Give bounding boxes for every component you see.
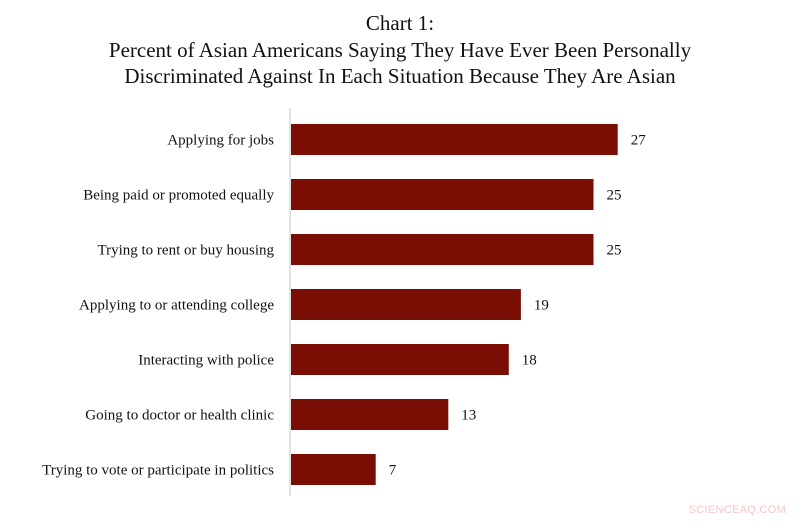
data-label: 19 (534, 298, 549, 314)
category-label: Going to doctor or health clinic (85, 408, 274, 424)
bar (291, 454, 376, 485)
category-label: Being paid or promoted equally (83, 188, 274, 204)
bar (291, 234, 594, 265)
data-label: 27 (631, 133, 647, 149)
chart-title-line-2: Percent of Asian Americans Saying They H… (108, 38, 692, 62)
category-label: Interacting with police (138, 353, 274, 369)
category-label: Applying to or attending college (79, 298, 274, 314)
bar (291, 399, 449, 430)
data-label: 25 (607, 243, 622, 259)
category-label: Trying to rent or buy housing (97, 243, 274, 259)
data-label: 18 (522, 353, 537, 369)
data-label: 25 (607, 188, 622, 204)
chart-title-line-3: Discriminated Against In Each Situation … (124, 64, 676, 88)
bar (291, 124, 618, 155)
bar (291, 179, 594, 210)
data-label: 13 (461, 408, 476, 424)
category-label: Applying for jobs (167, 133, 274, 149)
data-label: 7 (389, 463, 397, 479)
watermark: SCIENCEAQ.COM (688, 504, 786, 516)
bar (291, 289, 521, 320)
category-label: Trying to vote or participate in politic… (42, 463, 274, 479)
chart-title-line-1: Chart 1: (365, 11, 435, 35)
bar (291, 344, 509, 375)
